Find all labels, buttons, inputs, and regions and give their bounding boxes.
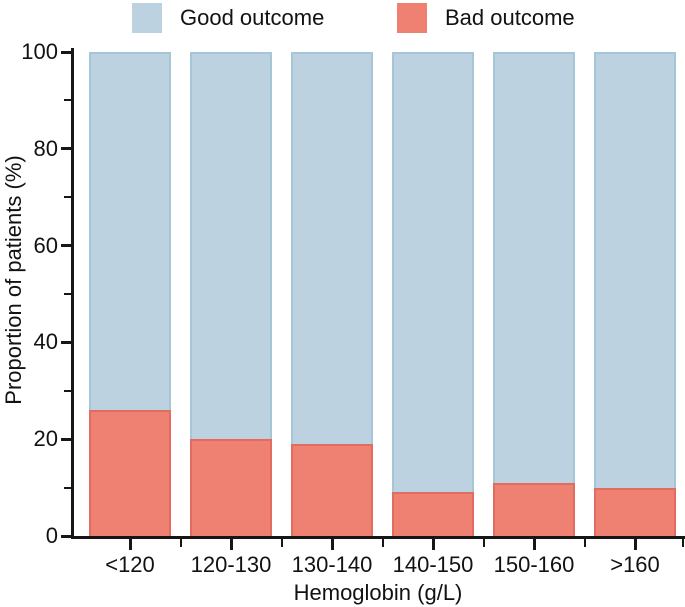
x-axis-major-tick: [229, 539, 233, 550]
y-axis-minor-tick: [64, 389, 71, 392]
x-tick-label: 150-160: [493, 552, 575, 577]
legend-item-good-outcome: Good outcome: [132, 3, 324, 33]
x-axis-line: [71, 536, 685, 539]
x-axis-minor-tick: [482, 539, 485, 547]
x-axis-major-tick: [633, 539, 637, 550]
y-axis-major-tick: [61, 437, 71, 441]
y-tick-label: 20: [33, 426, 58, 452]
y-axis-major-tick: [61, 147, 71, 151]
bar-segment-bad-outcome: [291, 444, 373, 536]
bar-good-outcome: [89, 52, 171, 536]
x-tick-label: 140-150: [392, 552, 474, 577]
y-axis-title: Proportion of patients (%): [1, 155, 26, 405]
y-tick-label: 40: [33, 329, 58, 355]
y-axis-major-tick: [61, 244, 71, 248]
x-axis-minor-tick: [280, 539, 283, 547]
y-axis-minor-tick: [64, 486, 71, 489]
x-axis-major-tick: [128, 539, 132, 550]
x-tick-label: 120-130: [190, 552, 272, 577]
y-tick-label: 80: [33, 135, 58, 161]
x-axis-major-tick: [431, 539, 435, 550]
bar-good-outcome: [594, 52, 676, 536]
x-axis-minor-tick: [179, 539, 182, 547]
bar-segment-bad-outcome: [594, 487, 676, 536]
y-tick-label: 100: [21, 39, 58, 64]
x-axis-minor-tick: [682, 539, 684, 547]
x-axis-minor-tick: [381, 539, 384, 547]
x-axis-major-tick: [330, 539, 334, 550]
y-tick-label: 0: [45, 523, 58, 548]
bar-segment-bad-outcome: [392, 492, 474, 536]
bar-segment-bad-outcome: [493, 482, 575, 536]
bar-segment-bad-outcome: [89, 410, 171, 536]
y-axis-major-tick: [61, 534, 71, 538]
y-tick-label: 60: [33, 232, 58, 258]
bar-good-outcome: [392, 52, 474, 536]
x-axis-minor-tick: [583, 539, 586, 547]
bar-segment-bad-outcome: [190, 439, 272, 536]
x-tick-label: 130-140: [291, 552, 373, 577]
y-axis-minor-tick: [64, 293, 71, 295]
x-tick-label: >160: [610, 552, 660, 577]
bar-good-outcome: [493, 52, 575, 536]
legend-label-bad-outcome: Bad outcome: [445, 5, 575, 30]
y-axis-major-tick: [61, 50, 71, 54]
bar-good-outcome: [190, 52, 272, 536]
y-axis-major-tick: [61, 340, 71, 344]
y-axis-minor-tick: [64, 99, 71, 102]
bad-outcome-swatch: [397, 3, 427, 33]
legend-item-bad-outcome: Bad outcome: [397, 3, 575, 33]
x-axis-major-tick: [532, 539, 536, 550]
bar-good-outcome: [291, 52, 373, 536]
good-outcome-swatch: [132, 3, 162, 33]
y-axis-minor-tick: [64, 196, 71, 199]
y-axis-line: [71, 48, 74, 539]
x-tick-label: <120: [105, 552, 155, 577]
legend-label-good-outcome: Good outcome: [180, 5, 325, 30]
x-axis-title: Hemoglobin (g/L): [293, 580, 463, 605]
